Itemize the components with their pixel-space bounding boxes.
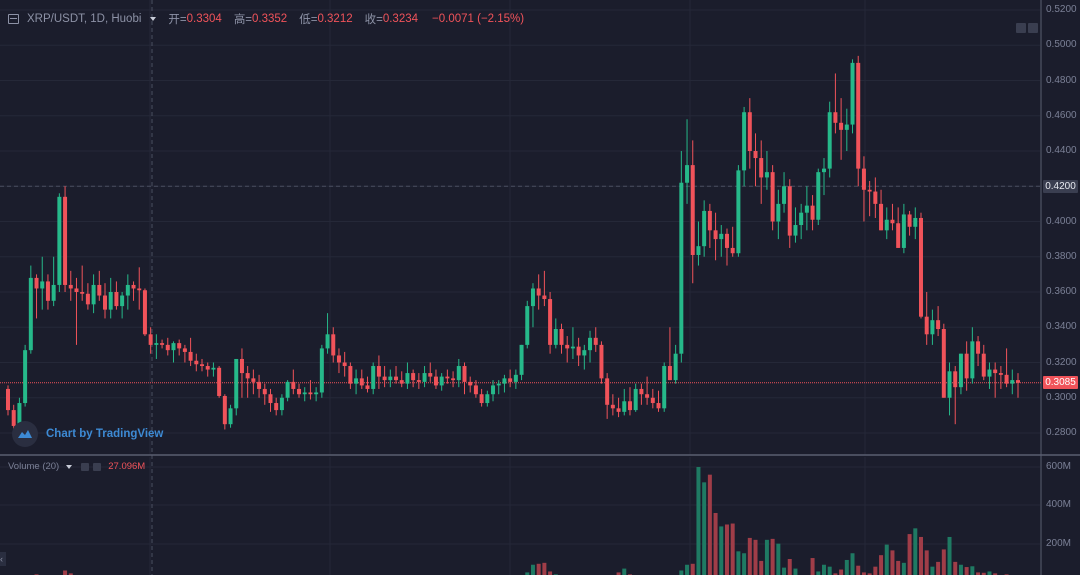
chevron-down-icon[interactable] [150, 17, 157, 21]
volume-tick-label: 400M [1046, 499, 1072, 510]
tradingview-logo-icon [12, 421, 38, 447]
symbol-title[interactable]: XRP/USDT, 1D, Huobi [27, 13, 142, 25]
price-tick-label: 0.3800 [1046, 250, 1077, 262]
open-value: 0.3304 [186, 13, 222, 25]
price-tick-label: 0.5000 [1046, 39, 1077, 51]
open-label: 开= [168, 14, 187, 26]
price-tick-label: 0.4800 [1046, 74, 1077, 86]
price-tick-label: 0.3200 [1046, 356, 1077, 368]
volume-legend: Volume (20) 27.096M [8, 461, 145, 472]
high-value: 0.3352 [252, 13, 288, 25]
volume-label[interactable]: Volume (20) [8, 461, 60, 472]
settings-button[interactable] [1028, 23, 1038, 33]
symbol-legend: XRP/USDT, 1D, Huobi 开= 0.3304 高= 0.3352 低=… [8, 11, 524, 27]
price-tick-label: 0.3000 [1046, 391, 1077, 403]
crosshair-price-tag: 0.4200 [1043, 180, 1078, 193]
price-tick-label: 0.5200 [1046, 4, 1077, 15]
price-tick-label: 0.2800 [1046, 427, 1077, 438]
high-label: 高= [233, 14, 253, 26]
volume-tick-label: 200M [1046, 538, 1072, 549]
chart-controls [1016, 23, 1038, 33]
pause-button[interactable] [1016, 23, 1026, 33]
low-value: 0.3212 [317, 13, 353, 25]
price-tick-label: 0.3600 [1046, 286, 1077, 297]
collapse-icon[interactable] [8, 14, 19, 24]
close-value: 0.3234 [382, 13, 419, 25]
chevron-down-icon[interactable] [66, 464, 73, 469]
current-price-tag: 0.3085 [1043, 376, 1078, 389]
scroll-left-handle[interactable]: ‹ [0, 552, 6, 566]
watermark-text: Chart by TradingView [46, 428, 164, 440]
settings-icon[interactable] [81, 462, 90, 471]
volume-value: 27.096M [108, 461, 146, 472]
price-tick-label: 0.4400 [1046, 145, 1077, 156]
low-label: 低= [299, 14, 318, 26]
price-tick-label: 0.4600 [1046, 109, 1077, 121]
volume-tick-label: 600M [1046, 461, 1072, 472]
price-tick-label: 0.3400 [1046, 321, 1077, 333]
close-icon[interactable] [93, 462, 102, 471]
price-tick-label: 0.4000 [1046, 215, 1077, 227]
close-label: 收= [364, 14, 383, 26]
change-value: −0.0071 (−2.15%) [432, 13, 525, 25]
tradingview-watermark[interactable]: Chart by TradingView [12, 421, 163, 447]
